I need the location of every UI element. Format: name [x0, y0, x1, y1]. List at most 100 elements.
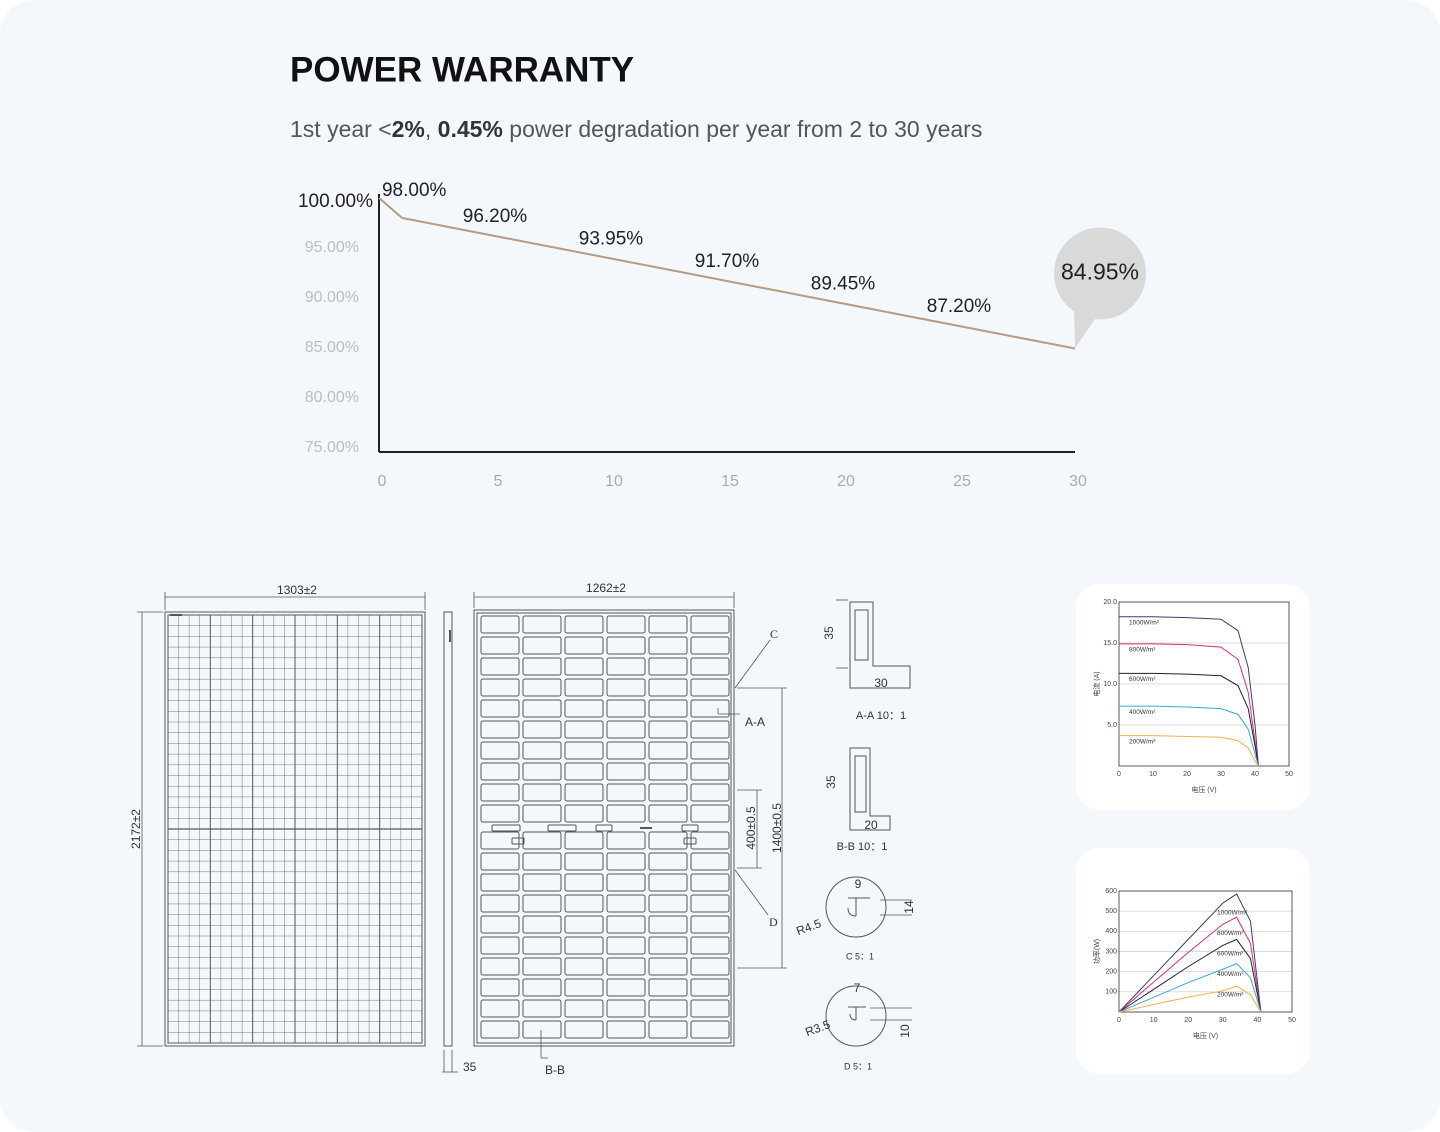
drawing-rect: [522, 957, 562, 976]
drawing-rect: [564, 804, 604, 823]
line: [378, 197, 1076, 350]
drawing-rect: [648, 741, 688, 760]
data-label: 100.00%: [298, 191, 373, 212]
detail: [848, 1006, 866, 1021]
caption: B-B 10：1: [837, 841, 888, 853]
legend-label: 200W/m²: [1129, 738, 1156, 745]
drawing-rect: [522, 978, 562, 997]
drawing-line: [734, 639, 771, 689]
drawing-rect: [564, 783, 604, 802]
drawing-rect: [606, 699, 646, 718]
dim: 9: [855, 877, 862, 891]
subtitle-part: 0.45%: [438, 116, 503, 142]
drawing-rect: [606, 873, 646, 892]
legend-label: 600W/m²: [1217, 951, 1244, 958]
drawing-rect: [480, 852, 520, 871]
drawing-rect: [690, 978, 730, 997]
drawing-rect: [648, 762, 688, 781]
y-tick-label: 400: [1105, 928, 1117, 935]
drawing-rect: [606, 783, 646, 802]
series-line: [1118, 916, 1262, 1013]
series-line: [1119, 705, 1259, 767]
x-tick-label: 30: [1069, 473, 1087, 490]
drawing-labels: 1303±2 1262±2 2172±2 35 B-B A-A C D 400±…: [129, 581, 916, 1077]
series-line: [1118, 893, 1262, 1013]
plot-frame: [1118, 890, 1293, 1013]
drawing-rect: [480, 615, 520, 634]
card: [1076, 848, 1310, 1074]
drawing-rect: [648, 699, 688, 718]
drawing-rect: [480, 636, 520, 655]
drawing-rect: [690, 804, 730, 823]
legend-label: 400W/m²: [1129, 709, 1156, 716]
drawing-rect: [480, 804, 520, 823]
data-label: 84.95%: [1061, 259, 1139, 285]
drawing-rect: [522, 915, 562, 934]
y-tick-label: 15.0: [1103, 640, 1117, 647]
y-tick-label: 20.0: [1103, 599, 1117, 606]
series-line: [1118, 963, 1262, 1013]
x-tick-label: 50: [1285, 771, 1293, 778]
profile: [849, 747, 891, 831]
y-tick-label: 300: [1105, 948, 1117, 955]
drawing-rect: [648, 852, 688, 871]
y-tick-label: 85.00%: [305, 339, 359, 356]
series-line: [1118, 985, 1262, 1013]
x-tick-label: 20: [837, 473, 855, 490]
drawing-rect: [522, 804, 562, 823]
legend-label: 1000W/m²: [1129, 619, 1160, 626]
dim: 1400±0.5: [770, 803, 784, 853]
drawing-rect: [522, 741, 562, 760]
drawing-rect: [476, 612, 732, 1044]
subtitle-part: power degradation per year from 2 to 30 …: [503, 116, 982, 142]
drawing-rect: [690, 615, 730, 634]
drawing-rect: [511, 837, 525, 845]
x-axis-label: 电压 (V): [1193, 1031, 1218, 1040]
dim: 10: [898, 1024, 912, 1038]
drawing-rect: [522, 699, 562, 718]
dim: A-A: [745, 715, 765, 729]
drawing-rect: [648, 978, 688, 997]
drawing-rect: [606, 1020, 646, 1039]
legend-label: 1000W/m²: [1217, 910, 1248, 917]
drawing-rect: [690, 894, 730, 913]
y-tick-label: 100: [1105, 989, 1117, 996]
data-label: 93.95%: [579, 229, 644, 250]
legend-label: 800W/m²: [1217, 930, 1244, 937]
y-tick-label: 200: [1105, 969, 1117, 976]
x-tick-label: 30: [1219, 1017, 1227, 1024]
drawing-rect: [564, 720, 604, 739]
profile: [849, 601, 911, 689]
legend-label: 600W/m²: [1129, 676, 1156, 683]
drawing-rect: [522, 999, 562, 1018]
dim: 35: [822, 626, 836, 640]
x-tick-label: 25: [953, 473, 971, 490]
dim: B-B: [545, 1063, 565, 1077]
x-tick-label: 10: [605, 473, 623, 490]
drawing-rect: [480, 936, 520, 955]
drawing-rect: [522, 615, 562, 634]
drawing-rect: [606, 978, 646, 997]
dim: 400±0.5: [744, 806, 758, 850]
drawing-rect: [648, 894, 688, 913]
drawing-rect: [522, 852, 562, 871]
dim: R3.5: [803, 1017, 832, 1039]
dim: D: [769, 915, 778, 929]
drawing-rect: [690, 915, 730, 934]
y-tick-label: 95.00%: [305, 239, 359, 256]
drawing-rect: [480, 657, 520, 676]
drawing-rect: [606, 657, 646, 676]
drawing-rect: [683, 837, 697, 845]
drawing-rect: [606, 894, 646, 913]
data-label: 89.45%: [811, 274, 876, 295]
drawing-rect: [690, 783, 730, 802]
title: POWER WARRANTY: [290, 50, 634, 89]
drawing-rect: [491, 824, 521, 832]
drawing-rect: [480, 699, 520, 718]
drawing-rect: [564, 636, 604, 655]
drawing-rect: [595, 824, 613, 832]
drawing-rect: [606, 741, 646, 760]
drawing-rect: [480, 720, 520, 739]
caption: A-A 10：1: [856, 710, 906, 722]
